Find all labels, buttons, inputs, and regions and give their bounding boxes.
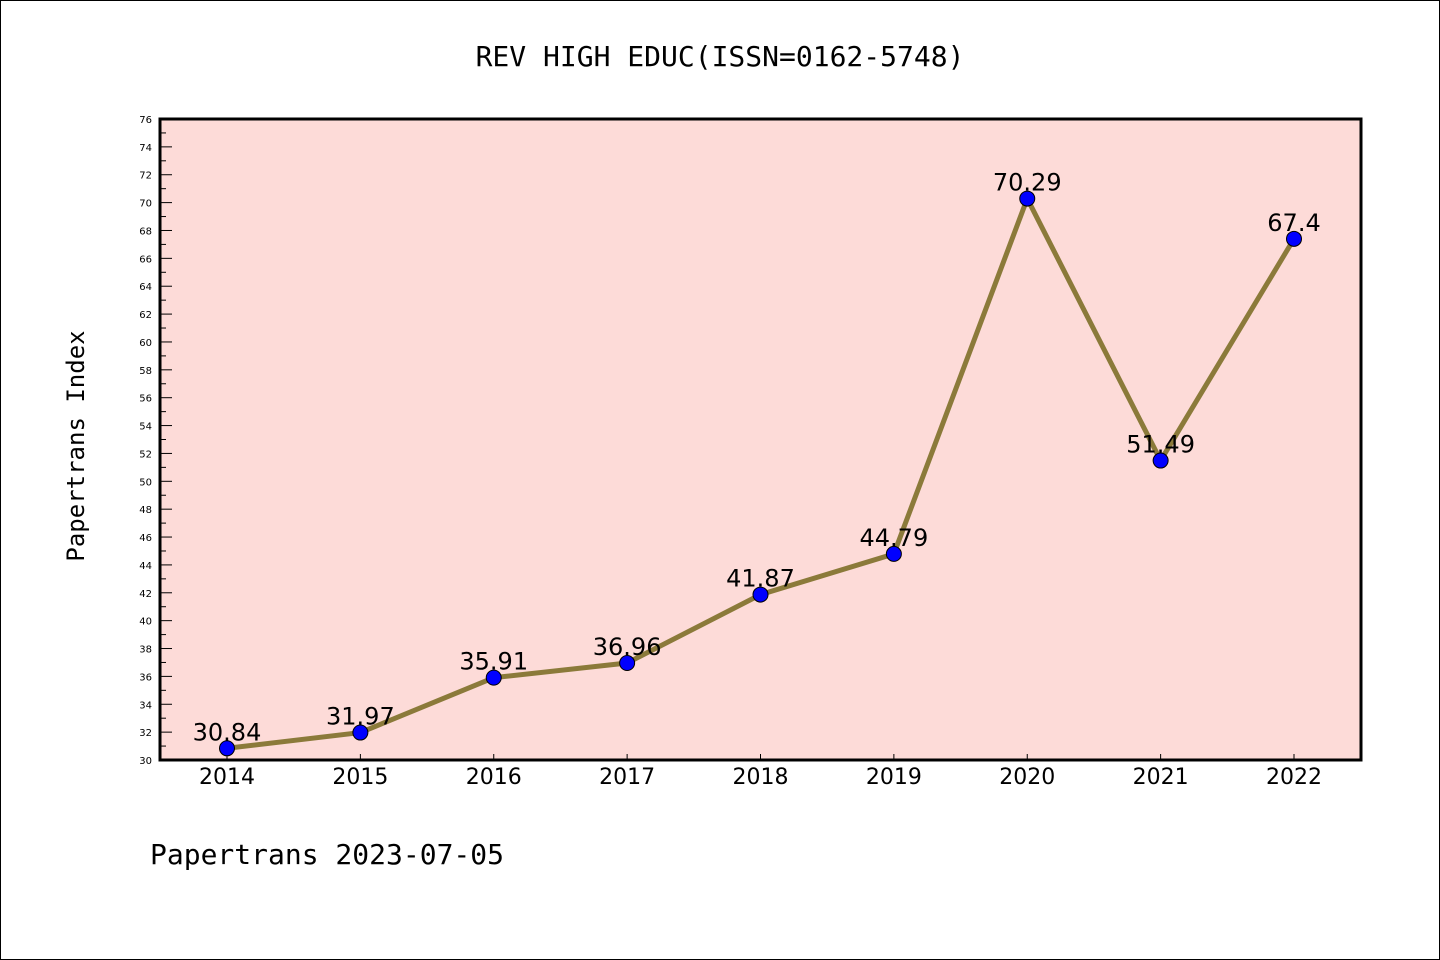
data-point xyxy=(885,545,902,562)
y-tick-label: 52 xyxy=(139,449,152,460)
y-tick-label: 64 xyxy=(139,282,152,293)
data-label: 67.4 xyxy=(1267,209,1320,237)
data-point xyxy=(1286,230,1302,247)
y-tick-label: 60 xyxy=(139,338,152,349)
axis-ticks: 30 32 34 36 38 40 42 44 46 48 50 52 54 56 58 60 62 64 66 68… xyxy=(139,115,1322,790)
data-labels-layer: 30.84 31.97 35.91 36.96 41.87 44.79 70.29 51.49… xyxy=(193,169,1321,747)
y-tick-label: 42 xyxy=(139,589,152,600)
x-tick-label: 2016 xyxy=(466,765,522,790)
x-tick-label: 2019 xyxy=(866,765,922,790)
x-tick-label: 2020 xyxy=(999,765,1055,790)
data-label: 36.96 xyxy=(593,633,662,661)
data-label: 70.29 xyxy=(993,169,1062,197)
y-tick-label: 34 xyxy=(139,700,152,711)
y-tick-label: 76 xyxy=(139,115,152,126)
x-tick-label: 2015 xyxy=(332,765,388,790)
y-tick-label: 74 xyxy=(139,143,152,154)
y-tick-label: 58 xyxy=(139,366,152,377)
y-tick-label: 44 xyxy=(139,561,152,572)
y-tick-label: 62 xyxy=(139,310,152,321)
data-point xyxy=(1019,190,1036,207)
chart-title: REV HIGH EDUC(ISSN=0162-5748) xyxy=(476,40,965,73)
y-tick-label: 54 xyxy=(139,422,152,433)
data-point xyxy=(1152,452,1169,469)
x-tick-label: 2022 xyxy=(1266,765,1322,790)
data-label: 44.79 xyxy=(860,524,929,552)
y-tick-label: 48 xyxy=(139,505,152,516)
data-label: 51.49 xyxy=(1126,431,1195,459)
y-tick-label: 36 xyxy=(139,672,152,683)
y-tick-label: 68 xyxy=(139,226,152,237)
y-tick-label: 40 xyxy=(139,617,152,628)
y-axis-label: Papertrans Index xyxy=(62,330,90,561)
data-point xyxy=(752,586,769,603)
y-tick-label: 70 xyxy=(139,199,152,210)
y-tick-label: 72 xyxy=(139,171,152,182)
data-point xyxy=(619,655,636,672)
y-tick-label: 66 xyxy=(139,254,152,265)
y-tick-label: 46 xyxy=(139,533,152,544)
series-layer xyxy=(219,190,1302,757)
x-tick-label: 2018 xyxy=(733,765,789,790)
y-tick-label: 38 xyxy=(139,645,152,656)
x-tick-label: 2021 xyxy=(1133,765,1189,790)
data-label: 41.87 xyxy=(726,565,795,593)
data-point xyxy=(485,669,502,686)
data-point xyxy=(219,740,235,757)
x-tick-label: 2014 xyxy=(199,765,255,790)
data-label: 30.84 xyxy=(193,718,262,746)
data-point xyxy=(352,724,369,741)
x-tick-label: 2017 xyxy=(599,765,655,790)
y-tick-label: 56 xyxy=(139,394,152,405)
data-label: 31.97 xyxy=(326,703,395,731)
y-tick-label: 32 xyxy=(139,728,152,739)
footer-date-text: Papertrans 2023-07-05 xyxy=(150,838,504,871)
plot-area xyxy=(158,117,1363,762)
y-tick-label: 50 xyxy=(139,477,152,488)
data-label: 35.91 xyxy=(459,648,528,676)
y-tick-label: 30 xyxy=(139,756,152,767)
